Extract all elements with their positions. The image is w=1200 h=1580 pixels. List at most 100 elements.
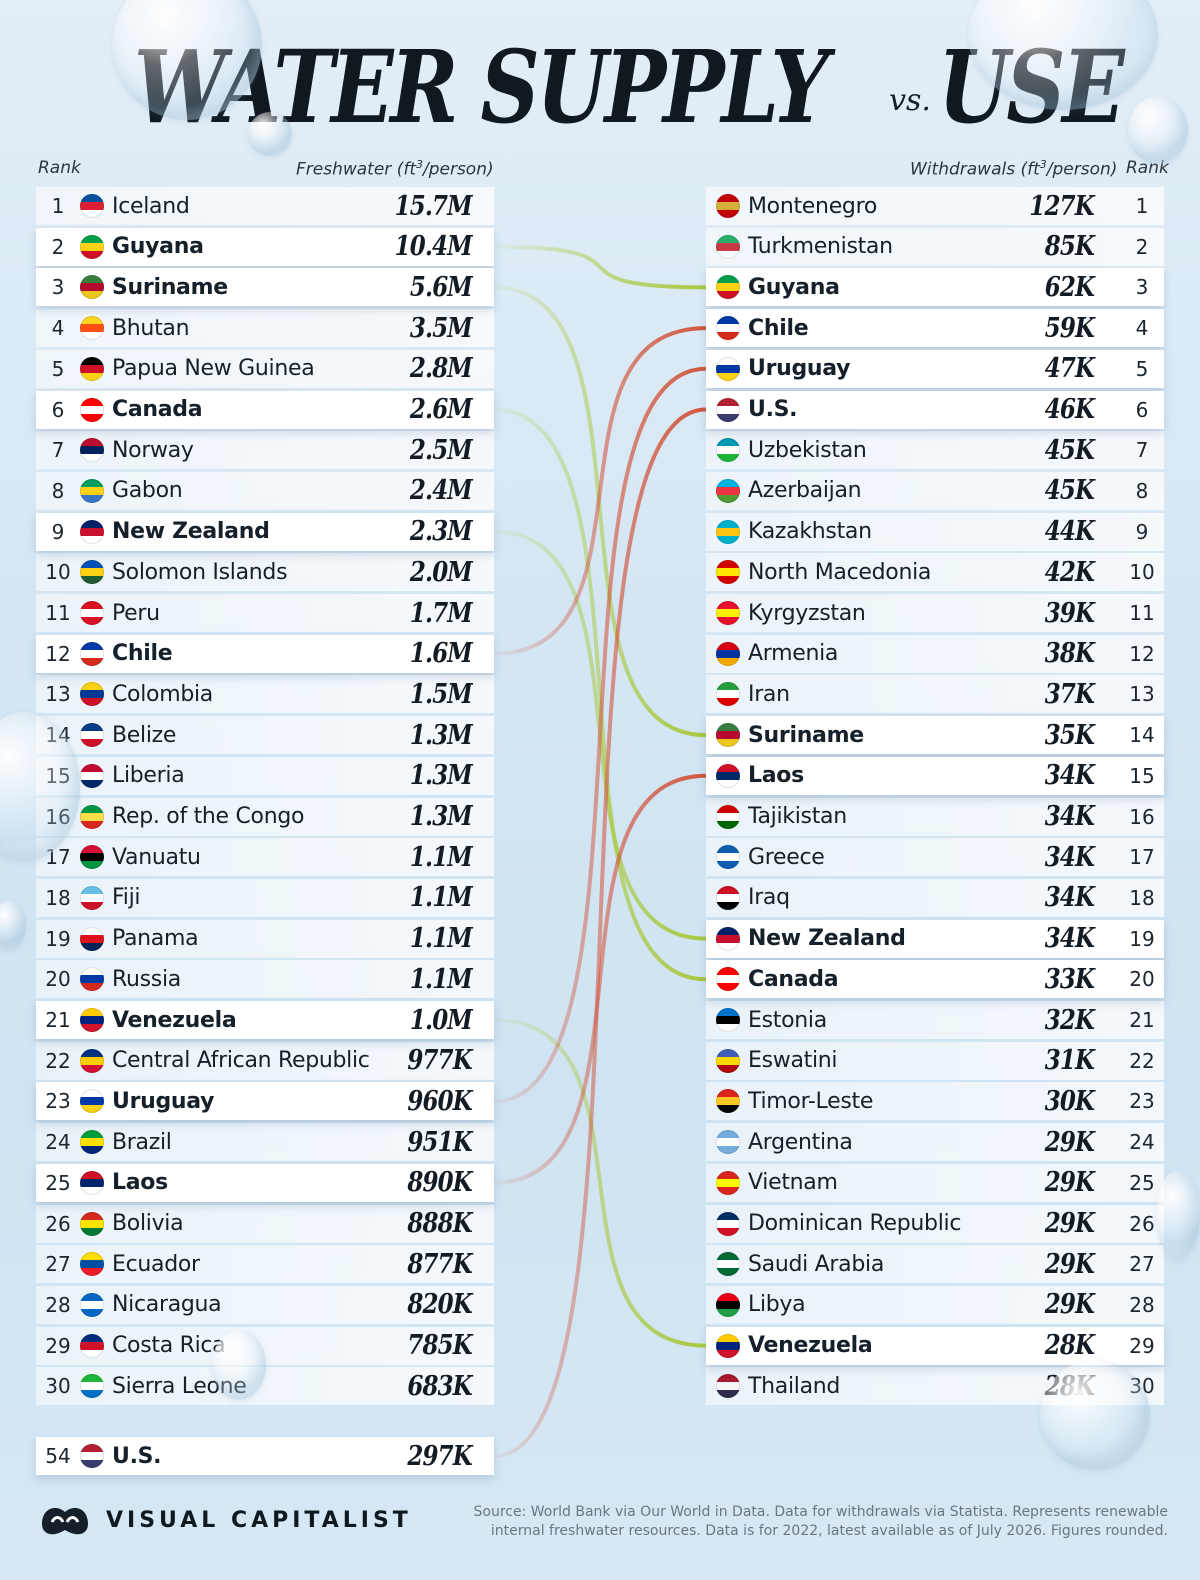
flag-laos-icon xyxy=(80,1170,104,1195)
left-row-peru: 11 Peru 1.7M xyxy=(36,594,494,632)
flag-turkmenistan-icon xyxy=(716,234,740,259)
value-label: 35K xyxy=(1044,719,1095,751)
flag-ecuador-icon xyxy=(80,1252,104,1277)
country-name: Costa Rica xyxy=(112,1333,226,1359)
rank-number: 22 xyxy=(1129,1048,1155,1073)
rank-number: 1 xyxy=(1135,194,1149,218)
country-name: Solomon Islands xyxy=(112,559,288,585)
country-name: Brazil xyxy=(112,1129,172,1155)
right-row-canada: Canada 33K 20 xyxy=(706,960,1164,999)
left-rank-header: Rank xyxy=(38,158,81,178)
value-label: 977K xyxy=(407,1045,473,1077)
flag-suriname-icon xyxy=(716,723,740,748)
right-row-iran: Iran 37K 13 xyxy=(706,675,1164,714)
vc-logo-icon xyxy=(42,1508,88,1535)
country-name: Turkmenistan xyxy=(748,234,893,260)
rank-number: 3 xyxy=(1135,275,1149,300)
value-label: 59K xyxy=(1044,312,1095,344)
flag-bhutan-icon xyxy=(80,316,104,341)
country-name: Vietnam xyxy=(748,1170,838,1196)
link-venezuela xyxy=(493,1018,707,1348)
value-label: 1.0M xyxy=(410,1004,473,1036)
flag-tajikistan-icon xyxy=(716,804,740,829)
value-label: 888K xyxy=(407,1208,473,1239)
left-row-ecuador: 27 Ecuador 877K xyxy=(36,1245,494,1284)
left-row-suriname: 3 Suriname 5.6M xyxy=(36,268,494,307)
country-name: Chile xyxy=(748,315,809,341)
rank-number: 7 xyxy=(51,438,65,463)
value-label: 28K xyxy=(1044,1330,1095,1362)
country-name: Guyana xyxy=(748,274,840,300)
flag-brazil-icon xyxy=(80,1130,104,1155)
value-label: 33K xyxy=(1044,963,1095,995)
right-row-north-macedonia: North Macedonia 42K 10 xyxy=(706,553,1164,592)
left-row-bhutan: 4 Bhutan 3.5M xyxy=(36,309,494,348)
value-label: 37K xyxy=(1044,678,1095,710)
flag-bolivia-icon xyxy=(80,1211,104,1236)
right-row-chile: Chile 59K 4 xyxy=(706,309,1164,348)
right-row-uzbekistan: Uzbekistan 45K 7 xyxy=(706,431,1164,470)
rank-number: 26 xyxy=(45,1211,71,1236)
flag-solomon-islands-icon xyxy=(80,560,104,585)
value-label: 29K xyxy=(1044,1208,1095,1239)
country-name: Uruguay xyxy=(112,1088,215,1114)
left-row-fiji: 18 Fiji 1.1M xyxy=(36,878,494,917)
country-name: Laos xyxy=(112,1170,168,1196)
country-name: Russia xyxy=(112,966,181,992)
country-name: Timor-Leste xyxy=(748,1088,874,1114)
rank-number: 12 xyxy=(45,641,71,666)
left-row-iceland: 1 Iceland 15.7M xyxy=(36,187,494,225)
left-row-liberia: 15 Liberia 1.3M xyxy=(36,756,494,795)
flag-suriname-icon xyxy=(80,275,104,300)
rank-number: 12 xyxy=(1129,641,1155,666)
country-name: Estonia xyxy=(748,1007,827,1033)
flag-guyana-icon xyxy=(80,234,104,259)
rank-number: 2 xyxy=(51,234,65,259)
rank-number: 18 xyxy=(45,885,71,910)
rank-number: 13 xyxy=(1129,682,1155,707)
country-name: Gabon xyxy=(112,478,183,504)
flag-venezuela-icon xyxy=(80,1008,104,1032)
flag-montenegro-icon xyxy=(716,194,740,218)
right-row-saudi-arabia: Saudi Arabia 29K 27 xyxy=(706,1245,1164,1284)
flag-eswatini-icon xyxy=(716,1048,740,1073)
rank-number: 54 xyxy=(45,1444,71,1468)
value-label: 1.1M xyxy=(410,882,473,914)
rank-number: 16 xyxy=(1129,804,1155,829)
country-name: Suriname xyxy=(112,274,228,300)
value-label: 34K xyxy=(1044,760,1095,792)
rank-number: 9 xyxy=(1135,519,1149,544)
right-row-turkmenistan: Turkmenistan 85K 2 xyxy=(706,227,1164,266)
left-row-solomon-islands: 10 Solomon Islands 2.0M xyxy=(36,553,494,592)
country-name: Ecuador xyxy=(112,1251,200,1277)
country-name: Belize xyxy=(112,722,177,748)
right-row-venezuela: Venezuela 28K 29 xyxy=(706,1326,1164,1365)
flag-peru-icon xyxy=(80,601,104,625)
flag-costa-rica-icon xyxy=(80,1333,104,1358)
right-row-vietnam: Vietnam 29K 25 xyxy=(706,1163,1164,1202)
right-row-tajikistan: Tajikistan 34K 16 xyxy=(706,797,1164,836)
left-row-papua-new-guinea: 5 Papua New Guinea 2.8M xyxy=(36,349,494,388)
country-name: Armenia xyxy=(748,641,839,667)
country-name: Iran xyxy=(748,681,790,707)
left-row-bolivia: 26 Bolivia 888K xyxy=(36,1204,494,1243)
rank-number: 5 xyxy=(1135,356,1149,381)
flag-uzbekistan-icon xyxy=(716,438,740,463)
rank-number: 27 xyxy=(1129,1252,1155,1277)
value-label: 2.4M xyxy=(410,475,473,507)
flag-greece-icon xyxy=(716,845,740,870)
left-row-new-zealand: 9 New Zealand 2.3M xyxy=(36,512,494,551)
rank-number: 24 xyxy=(1129,1130,1155,1155)
flag-u-s-icon xyxy=(716,397,740,422)
value-label: 34K xyxy=(1044,923,1095,955)
country-name: Canada xyxy=(112,397,203,422)
rank-number: 21 xyxy=(45,1008,71,1032)
left-row-venezuela: 21 Venezuela 1.0M xyxy=(36,1001,494,1039)
flag-thailand-icon xyxy=(716,1374,740,1399)
rank-number: 20 xyxy=(1129,967,1155,992)
country-name: Papua New Guinea xyxy=(112,356,315,382)
rank-number: 28 xyxy=(45,1292,71,1317)
rank-number: 18 xyxy=(1129,885,1155,910)
value-label: 3.5M xyxy=(410,312,473,344)
flag-gabon-icon xyxy=(80,478,104,503)
